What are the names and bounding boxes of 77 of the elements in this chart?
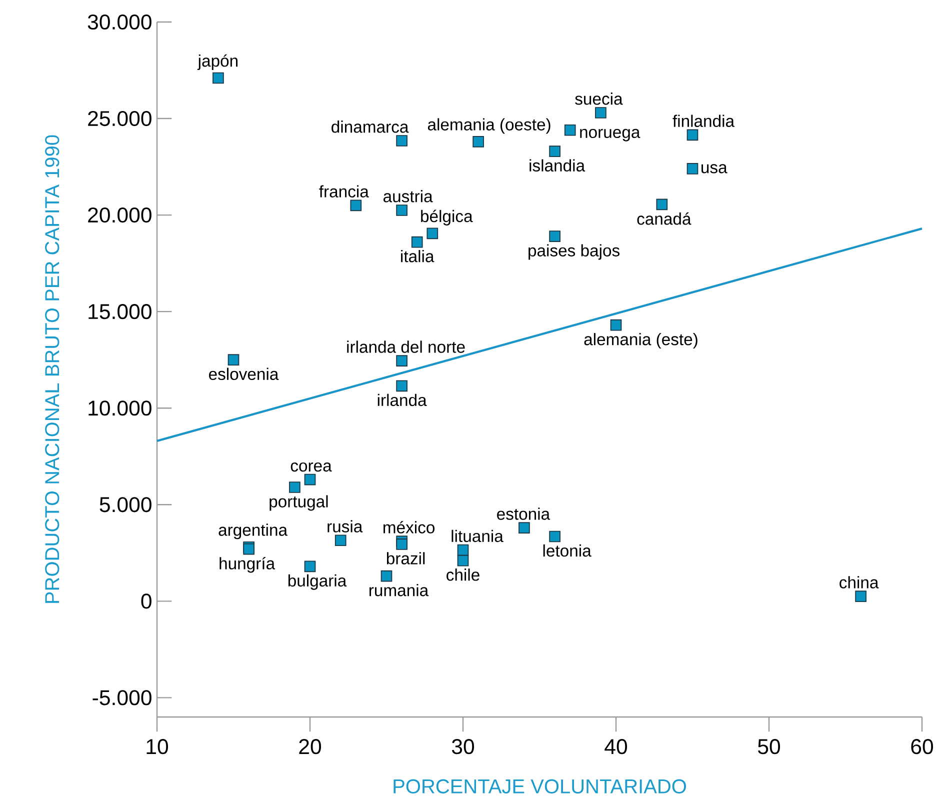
annotation: corea: [290, 462, 332, 472]
annotation: finlandia: [672, 114, 735, 128]
y-tick-label: 30.000: [88, 14, 152, 30]
point: [457, 554, 469, 566]
x-tick-label: 30: [452, 739, 474, 754]
point: [212, 72, 224, 84]
annotation: lituania: [452, 530, 504, 542]
y-tick-label: 10.000: [88, 400, 152, 416]
annotation: irlanda: [378, 394, 427, 406]
annotation: islandia: [530, 159, 586, 172]
annotation: noruega: [580, 128, 640, 142]
annotation: alemania (este): [584, 333, 698, 349]
y-tick-label: -5.000: [92, 690, 152, 706]
y-tick-label: 5.000: [100, 497, 152, 512]
annotation: bulgaria: [288, 574, 347, 590]
x-tick-label: 50: [758, 739, 780, 754]
annotation: hungría: [220, 556, 276, 573]
point: [396, 380, 408, 392]
annotation: brazil: [386, 552, 425, 564]
annotation: portugal: [270, 495, 328, 511]
point: [610, 319, 622, 331]
annotation: canadá: [637, 212, 692, 225]
annotation: rusia: [328, 520, 363, 532]
point: [396, 538, 408, 550]
point: [855, 590, 866, 602]
annotation: paises bajos: [528, 244, 620, 260]
annotation: eslovenia: [209, 368, 279, 380]
annotation: chile: [446, 568, 480, 581]
annotation: italia: [401, 250, 434, 262]
point: [426, 228, 438, 240]
x-axis-title: PORCENTAJE VOLUNTARIADO: [394, 779, 686, 794]
annotation: bélgica: [421, 210, 473, 226]
point: [595, 107, 606, 118]
point: [396, 355, 408, 366]
point: [518, 522, 530, 534]
annotation: irlanda del norte: [347, 340, 465, 353]
point: [411, 236, 423, 248]
point: [549, 230, 560, 242]
y-tick-label: 20.000: [88, 208, 152, 223]
annotation: francia: [319, 185, 369, 198]
annotation: méxico: [384, 520, 434, 534]
y-tick-label: 25.000: [88, 110, 152, 126]
annotation: dinamarca: [332, 120, 409, 133]
point: [656, 198, 668, 210]
point: [304, 474, 316, 486]
point: [396, 135, 408, 146]
x-tick-label: 20: [299, 739, 322, 754]
point: [228, 354, 240, 366]
point: [686, 129, 698, 141]
point: [564, 124, 576, 136]
point: [396, 204, 408, 216]
point: [472, 136, 484, 148]
y-tick-label: 0: [141, 594, 152, 609]
annotation: austria: [384, 190, 433, 202]
x-tick-label: 60: [911, 739, 934, 754]
point: [686, 163, 698, 174]
annotation: rumania: [370, 584, 429, 596]
annotation: estonia: [497, 508, 550, 520]
point: [289, 482, 300, 493]
annotation: argentina: [218, 524, 288, 540]
point: [380, 570, 392, 582]
annotation: japón: [197, 54, 238, 70]
y-axis-title: PRODUCTO NACIONAL BRUTO PER CAPITA 1990: [45, 135, 60, 603]
point: [334, 534, 346, 546]
annotation: usa: [702, 164, 728, 174]
x-tick-label: 10: [146, 739, 168, 754]
point: [457, 544, 469, 556]
annotation: letonia: [543, 544, 592, 557]
point: [549, 530, 560, 542]
point: [549, 146, 560, 158]
annotation: china: [840, 576, 879, 588]
x-tick-label: 40: [604, 739, 628, 754]
annotation: suecia: [575, 92, 623, 105]
y-tick-label: 15.000: [88, 304, 152, 320]
point: [350, 200, 362, 212]
point: [304, 560, 316, 572]
annotation: alemania (oeste): [428, 118, 550, 134]
